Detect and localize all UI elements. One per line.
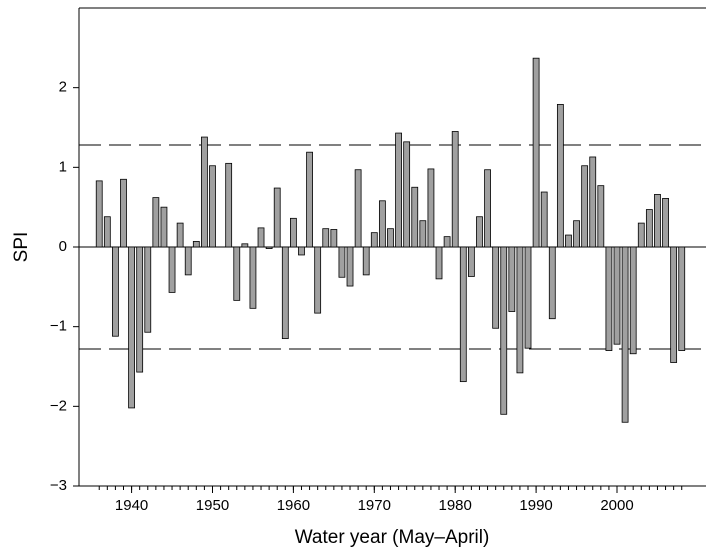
x-tick-label: 1950: [196, 497, 229, 514]
bar: [136, 246, 144, 373]
bar: [467, 246, 475, 277]
bar: [168, 246, 176, 293]
bar: [201, 136, 208, 248]
bar: [265, 246, 273, 249]
bar: [613, 246, 621, 345]
bar: [184, 246, 192, 276]
bar: [435, 246, 443, 280]
bar: [427, 168, 435, 248]
bar: [209, 165, 216, 248]
bar: [459, 246, 467, 383]
x-axis-title: Water year (May–April): [295, 527, 490, 548]
bar: [645, 209, 653, 248]
bar: [556, 103, 564, 248]
bar: [152, 197, 160, 248]
bar: [500, 246, 508, 415]
bar: [346, 246, 354, 287]
bar: [403, 141, 411, 248]
y-tick-label: 2: [59, 79, 67, 96]
y-tick-label: 0: [59, 238, 67, 255]
bar: [581, 165, 589, 248]
bar: [629, 246, 637, 355]
bar: [589, 156, 597, 248]
bar: [573, 220, 580, 248]
bar: [290, 217, 297, 248]
bar: [419, 220, 427, 248]
bar: [144, 246, 152, 333]
bar: [492, 246, 500, 329]
bar: [233, 246, 241, 301]
y-tick-label: −3: [50, 477, 67, 494]
x-tick-label: 2000: [600, 497, 633, 514]
bar: [378, 200, 386, 248]
bar: [597, 185, 605, 248]
y-tick-label: −1: [50, 318, 67, 335]
bar: [120, 178, 127, 248]
bar: [540, 191, 548, 248]
bar: [257, 227, 265, 248]
x-tick-label: 1980: [439, 497, 472, 514]
bar: [524, 246, 532, 349]
bar: [621, 246, 629, 423]
bar: [128, 246, 135, 409]
bar: [484, 169, 491, 248]
x-tick-label: 1990: [519, 497, 552, 514]
bar: [443, 236, 451, 248]
bar: [241, 243, 249, 248]
bar: [322, 228, 330, 248]
bar: [95, 180, 103, 248]
bar: [605, 246, 613, 351]
y-tick-label: 1: [59, 158, 67, 175]
x-tick-label: 1970: [358, 497, 391, 514]
bar: [508, 246, 516, 312]
bar: [395, 132, 402, 248]
bar: [637, 222, 645, 248]
bar: [103, 216, 111, 248]
bar: [273, 187, 281, 248]
bar: [176, 222, 184, 248]
bar: [112, 246, 119, 337]
bar: [516, 246, 524, 374]
bar: [548, 246, 556, 320]
bar: [354, 169, 362, 248]
bar: [678, 246, 686, 351]
bar: [662, 198, 669, 248]
bar: [670, 246, 678, 363]
bar: [298, 246, 305, 256]
bar: [330, 229, 338, 248]
y-tick-label: −2: [50, 397, 67, 414]
bar: [314, 246, 322, 314]
bar: [476, 216, 483, 248]
bar: [411, 186, 419, 248]
bar: [654, 194, 661, 248]
bar: [338, 246, 346, 278]
bar: [532, 57, 540, 248]
x-tick-label: 1960: [277, 497, 310, 514]
bar: [387, 228, 394, 248]
bar: [565, 234, 572, 248]
bar: [249, 246, 257, 309]
bar: [451, 131, 459, 248]
bar: [306, 151, 313, 248]
bar: [362, 246, 370, 276]
y-axis-title: SPI: [11, 232, 32, 263]
bar: [370, 232, 378, 248]
x-tick-label: 1940: [115, 497, 148, 514]
bar: [192, 241, 200, 248]
bar: [160, 206, 168, 248]
bar: [281, 246, 289, 340]
bar: [225, 162, 233, 248]
